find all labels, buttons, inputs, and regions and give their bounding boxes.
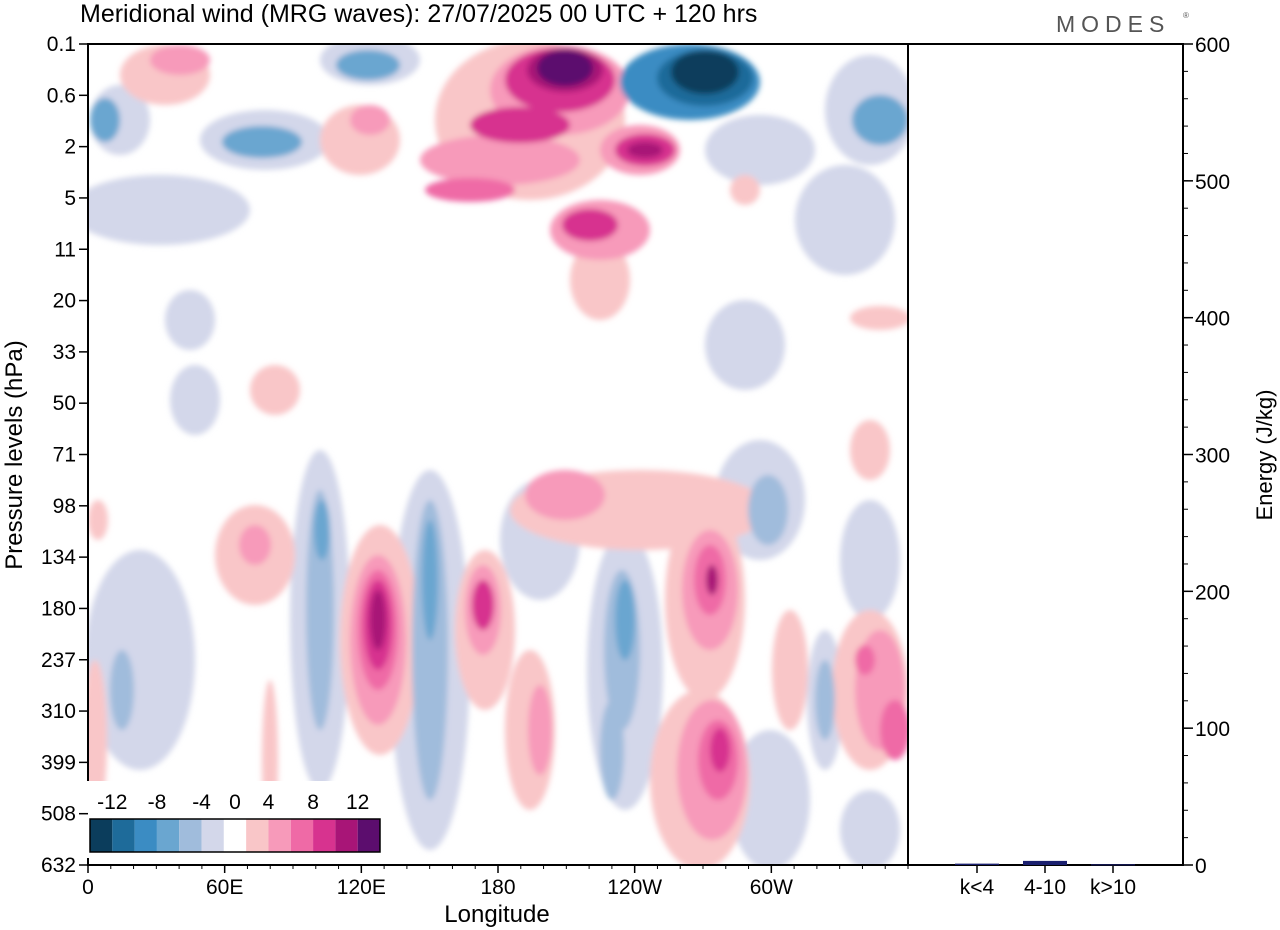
modes-logo-mark: ®	[1183, 11, 1189, 20]
heatmap-field	[88, 44, 908, 865]
energy-bar	[1091, 864, 1135, 866]
y-tick-label: 71	[53, 444, 76, 467]
y-tick-label: 98	[53, 495, 76, 518]
colorbar-swatch	[112, 819, 135, 852]
y-tick-label: 50	[53, 392, 76, 415]
y-tick-label: 5	[64, 187, 76, 210]
y-tick-label: 134	[41, 546, 76, 569]
colorbar-swatch	[313, 819, 336, 852]
energy-bar	[1023, 860, 1067, 865]
energy-tick-label: 300	[1195, 445, 1230, 468]
y-tick-label: 0.1	[47, 33, 76, 56]
colorbar: -12 -8 -4 0 4 8 12	[84, 781, 386, 858]
colorbar-swatch	[246, 819, 269, 852]
energy-panel: 0 100 200 300 400 500 600 k<4 4-10 k>10	[955, 34, 1230, 899]
colorbar-label: -12	[97, 791, 127, 814]
energy-panel-frame	[907, 43, 1184, 866]
energy-bar	[955, 863, 999, 865]
colorbar-label: 0	[229, 791, 241, 814]
chart-title: Meridional wind (MRG waves): 27/07/2025 …	[80, 0, 757, 28]
y-tick-label: 33	[53, 341, 76, 364]
colorbar-swatch	[90, 819, 113, 852]
colorbar-label: -8	[148, 791, 167, 814]
colorbar-swatch	[223, 819, 247, 852]
colorbar-swatch	[268, 819, 291, 852]
colorbar-label: 4	[263, 791, 275, 814]
y-tick-label: 2	[64, 136, 76, 159]
energy-tick-label: 400	[1195, 308, 1230, 331]
x-tick-label: 60E	[206, 876, 243, 899]
energy-tick-label: 100	[1195, 718, 1230, 741]
colorbar-swatch	[156, 819, 180, 852]
x-tick-label: 180	[480, 876, 515, 899]
y-tick-label: 632	[41, 854, 76, 877]
colorbar-label: 12	[346, 791, 369, 814]
y-tick-label: 180	[41, 597, 76, 620]
colorbar-swatch	[290, 819, 314, 852]
x-tick-label: 0	[82, 876, 94, 899]
x-axis-label: Longitude	[444, 901, 549, 928]
y-axis: 0.1 0.6 2 5 11 20 33 50 71 98 134 180 237 310 399 508 63…	[41, 33, 88, 877]
y-tick-label: 20	[53, 290, 76, 313]
x-axis: 0 60E 120E 180 120W 60W	[82, 865, 909, 899]
colorbar-label: 8	[307, 791, 319, 814]
y-tick-label: 0.6	[47, 84, 76, 107]
y-tick-label: 310	[41, 700, 76, 723]
x-tick-label: 120E	[337, 876, 386, 899]
energy-tick-label: 600	[1195, 34, 1230, 57]
energy-axis-label: Energy (J/kg)	[1252, 390, 1277, 521]
y-tick-label: 399	[41, 751, 76, 774]
x-tick-label: 60W	[750, 876, 793, 899]
y-tick-label: 11	[54, 238, 76, 261]
energy-tick-label: 0	[1195, 855, 1207, 878]
colorbar-frame	[89, 818, 381, 853]
y-tick-label: 508	[41, 803, 76, 826]
energy-tick-label: 200	[1195, 581, 1230, 604]
y-tick-label: 237	[41, 649, 76, 672]
colorbar-swatch	[134, 819, 157, 852]
x-tick-label: 120W	[607, 876, 662, 899]
energy-category-label: k>10	[1090, 876, 1136, 899]
y-axis-label: Pressure levels (hPa)	[1, 340, 28, 569]
energy-tick-label: 500	[1195, 171, 1230, 194]
energy-category-label: k<4	[960, 876, 995, 899]
colorbar-swatch	[357, 819, 380, 852]
colorbar-swatch	[179, 819, 202, 852]
colorbar-swatch	[201, 819, 224, 852]
colorbar-label: -4	[192, 791, 211, 814]
colorbar-swatch	[335, 819, 358, 852]
energy-category-label: 4-10	[1024, 876, 1066, 899]
modes-logo: MODES	[1056, 11, 1170, 37]
